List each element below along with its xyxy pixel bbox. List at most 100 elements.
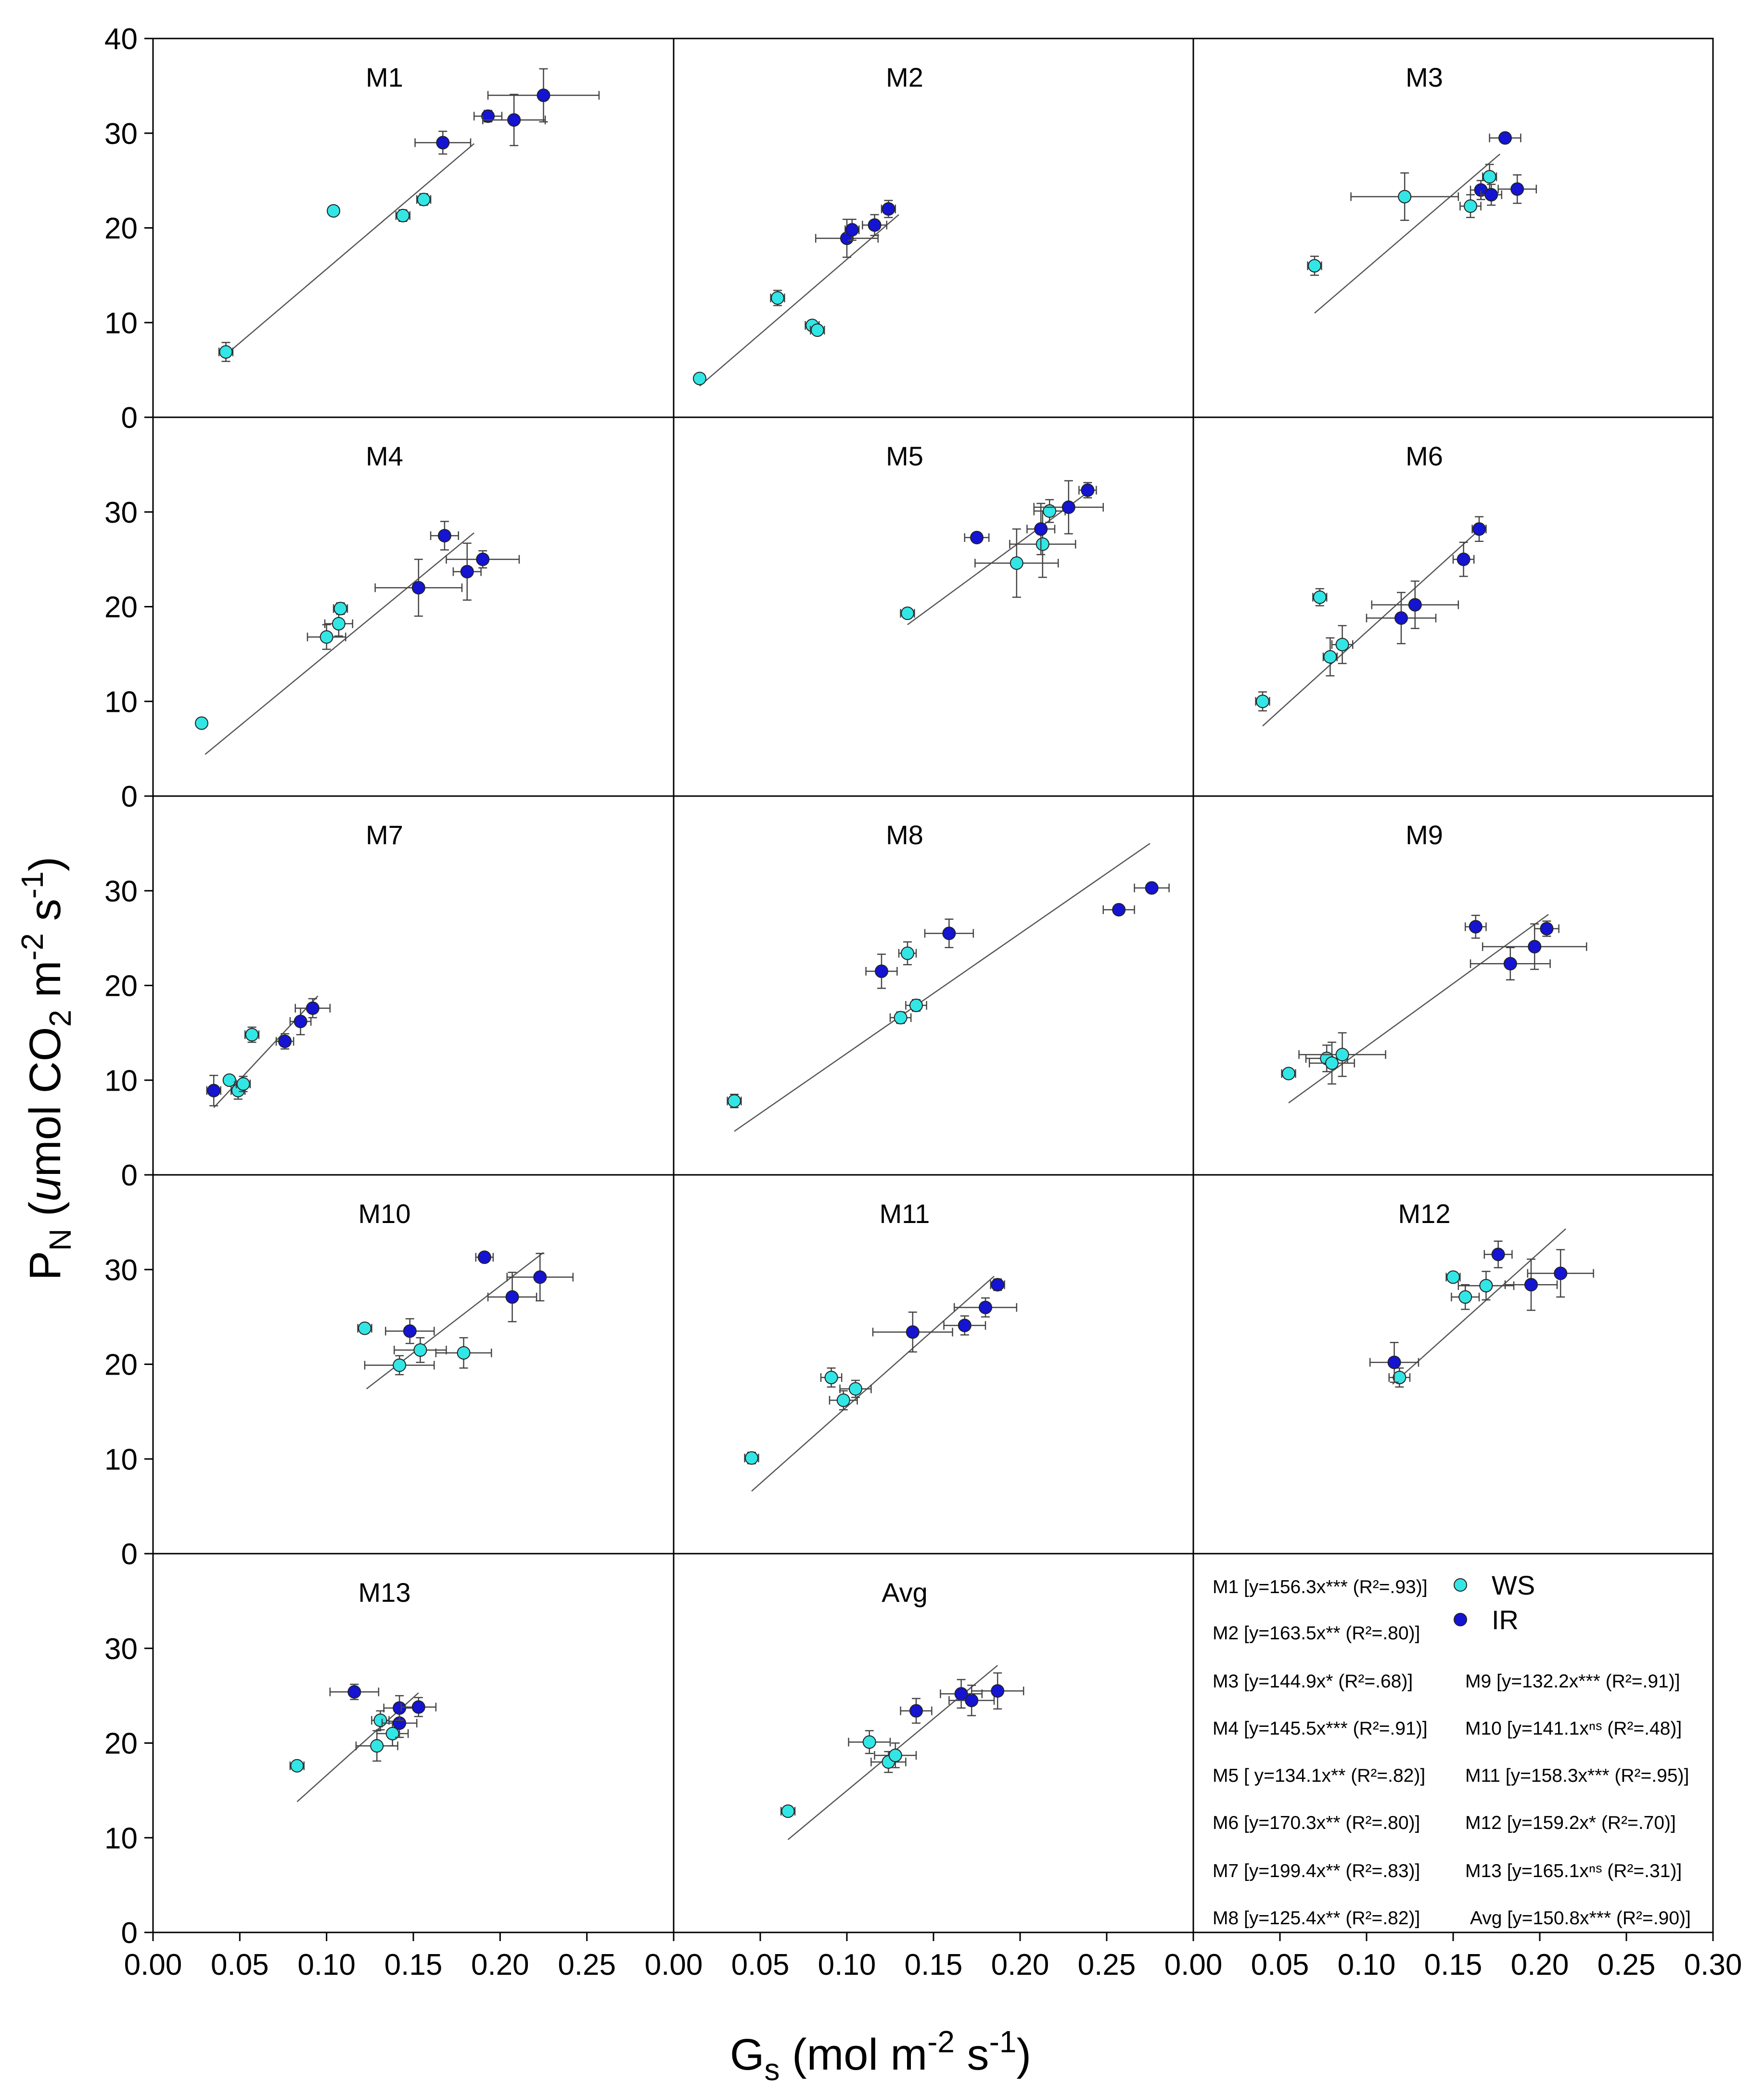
ir-point [1112,903,1126,917]
ws-point [385,1726,399,1740]
panel-frame [1192,1174,1714,1555]
ir-legend-marker [1454,1613,1467,1626]
x-tick-label: 0.10 [1338,1948,1396,1982]
fit-line [1392,1228,1566,1385]
fit-line [1288,914,1549,1104]
panel-frame [1192,795,1714,1176]
y-tick-label: 30 [104,1633,138,1666]
y-tick-label: 40 [104,23,138,56]
ws-point [219,345,233,359]
ir-point [875,964,888,978]
panel-m10: 0 10 20 30 M10 [104,1174,675,1571]
fit-line [699,214,899,387]
ir-point [1528,940,1542,953]
equation-10: M10 [y=141.1xⁿˢ (R²=.48)] [1465,1718,1682,1739]
y-tick-label: 10 [104,1822,138,1855]
ws-point [327,204,341,218]
panel-frame [673,795,1194,1176]
panel-frame [152,416,675,797]
x-tick-label: 0.20 [991,1948,1049,1982]
ws-point [393,1358,407,1372]
y-tick-label: 30 [104,1254,138,1287]
fit-line [751,1275,995,1492]
equation-1: M1 [y=156.3x*** (R²=.93)] [1213,1577,1428,1597]
panel-legend: 0.00 0.05 0.10 0.15 0.20 0.25 0.30 WS IR M1 [y=15… [1164,1553,1742,1982]
y-tick-label: 0 [121,1538,138,1571]
y-tick-label: 30 [104,496,138,529]
y-tick-label: 10 [104,1064,138,1097]
ws-point [745,1451,758,1465]
panel-frame [152,1553,675,1933]
ws-point [236,1077,250,1091]
ws-point [396,208,410,222]
y-tick-label: 20 [104,1727,138,1761]
x-tick-label: 0.00 [124,1948,182,1982]
panel-frame [1192,38,1714,418]
ir-point [1524,1278,1538,1292]
ws-point [1335,638,1349,652]
panel-m3: M3 [1192,38,1714,418]
ws-point [320,630,333,644]
equation-13: M13 [y=165.1xⁿˢ (R²=.31)] [1465,1861,1682,1881]
ir-point [868,218,882,232]
equation-12: M12 [y=159.2x* (R²=.70)] [1465,1813,1676,1833]
ws-point [1398,190,1412,204]
equation-5: M5 [ y=134.1x** (R²=.82)] [1213,1765,1425,1786]
y-tick-label: 0 [121,401,138,435]
x-tick-label: 0.15 [384,1948,443,1982]
panel-m2: M2 [673,38,1194,418]
equation-11: M11 [y=158.3x*** (R²=.95)] [1465,1765,1689,1786]
ws-point [1458,1290,1472,1304]
ir-point [347,1685,361,1699]
fit-line [1314,154,1501,314]
ir-point [403,1324,417,1338]
panel-title: M5 [886,441,923,471]
ws-point [849,1382,862,1396]
ir-point [1491,1248,1505,1261]
ir-legend-label: IR [1492,1605,1519,1635]
ws-point [693,372,706,386]
ir-point [533,1270,547,1284]
equation-6: M6 [y=170.3x** (R²=.80)] [1213,1813,1420,1833]
ws-point [888,1749,902,1763]
ws-point [771,291,784,305]
ws-point [1313,590,1327,604]
ir-point [965,1693,979,1707]
ws-point [1010,556,1023,570]
panel-title: M8 [886,820,923,850]
panel-title: M6 [1406,441,1443,471]
ir-point [507,113,521,127]
ir-point [1145,881,1159,895]
ir-point [1503,957,1517,971]
ir-point [942,927,956,940]
y-axis-label: PN (umol CO2 m-2 s-1) [15,857,77,1281]
equation-8: M8 [y=125.4x** (R²=.82)] [1213,1908,1420,1929]
ws-point [417,193,431,206]
ir-point [991,1684,1005,1698]
ir-point [207,1083,221,1097]
ir-point [882,202,895,216]
panel-avg: 0.00 0.05 0.10 0.15 0.20 0.25 Avg [645,1553,1194,1982]
ir-point [481,109,495,123]
panel-frame [673,1553,1194,1933]
panel-title: M1 [366,62,403,92]
ws-point [1282,1067,1295,1081]
ws-point [1335,1048,1349,1062]
equation-14: Avg [y=150.8x*** (R²=.90)] [1470,1908,1691,1929]
fit-line [205,532,475,755]
ws-point [370,1739,384,1753]
panel-m9: M9 [1192,795,1714,1176]
ir-point [1394,611,1408,625]
ws-point [1446,1270,1460,1284]
panel-title: M7 [366,820,403,850]
ir-point [411,581,425,595]
panel-title: M2 [886,62,923,92]
fit-line [366,1252,544,1390]
ir-point [1484,188,1498,202]
panel-frame [152,795,675,1176]
y-tick-label: 0 [121,780,138,813]
y-tick-label: 10 [104,685,138,719]
ir-point [958,1318,971,1332]
x-tick-label: 0.25 [558,1948,616,1982]
